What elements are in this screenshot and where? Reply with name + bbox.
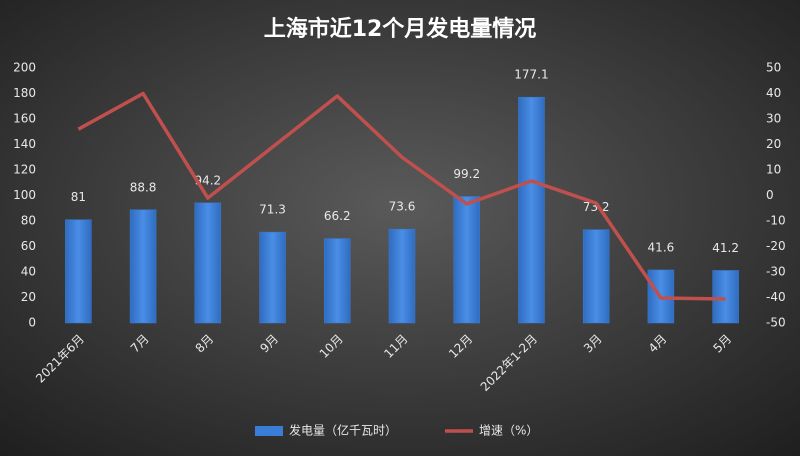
y-tick-label: 60 xyxy=(21,239,36,253)
legend-swatch xyxy=(255,426,283,436)
y-tick-label: 80 xyxy=(21,214,36,228)
data-label: 81 xyxy=(71,190,86,204)
y-tick-label: 200 xyxy=(13,61,36,75)
bar xyxy=(388,228,416,324)
bar xyxy=(453,196,480,324)
bar xyxy=(712,270,739,324)
y-tick-label: 120 xyxy=(13,163,36,177)
y-tick-label: 40 xyxy=(21,265,36,279)
data-label: 41.6 xyxy=(648,240,675,254)
y2-tick-label: 30 xyxy=(766,112,781,126)
bar xyxy=(65,219,92,324)
y-tick-label: 160 xyxy=(13,112,36,126)
y2-tick-label: -30 xyxy=(766,265,786,279)
y-tick-label: 100 xyxy=(13,188,36,202)
data-label: 88.8 xyxy=(130,180,157,194)
y-tick-label: 0 xyxy=(28,316,36,330)
y2-tick-label: 10 xyxy=(766,163,781,177)
y2-tick-label: -10 xyxy=(766,214,786,228)
y2-tick-label: -20 xyxy=(766,239,786,253)
bar xyxy=(259,231,286,324)
data-label: 94.2 xyxy=(194,173,221,187)
data-label: 177.1 xyxy=(514,68,548,82)
legend-label: 增速（%） xyxy=(479,424,538,438)
bar xyxy=(518,96,545,324)
y-tick-label: 20 xyxy=(21,290,36,304)
data-label: 73.6 xyxy=(389,200,416,214)
legend-label: 发电量（亿千瓦时） xyxy=(289,423,397,438)
y-tick-label: 140 xyxy=(13,137,36,151)
y2-tick-label: 20 xyxy=(766,137,781,151)
data-label: 71.3 xyxy=(259,203,286,217)
y2-tick-label: 40 xyxy=(766,86,781,100)
data-label: 99.2 xyxy=(453,167,480,181)
y2-tick-label: 50 xyxy=(766,61,781,75)
bar xyxy=(324,238,351,324)
y2-tick-label: -50 xyxy=(766,316,786,330)
bar xyxy=(582,229,610,324)
chart-title: 上海市近12个月发电量情况 xyxy=(264,16,537,42)
y2-tick-label: 0 xyxy=(766,188,774,202)
y2-tick-label: -40 xyxy=(766,290,786,304)
data-label: 41.2 xyxy=(712,241,739,255)
y-tick-label: 180 xyxy=(13,86,36,100)
bar xyxy=(129,209,157,324)
line xyxy=(77,91,726,301)
bar xyxy=(194,202,222,324)
data-label: 66.2 xyxy=(324,209,351,223)
